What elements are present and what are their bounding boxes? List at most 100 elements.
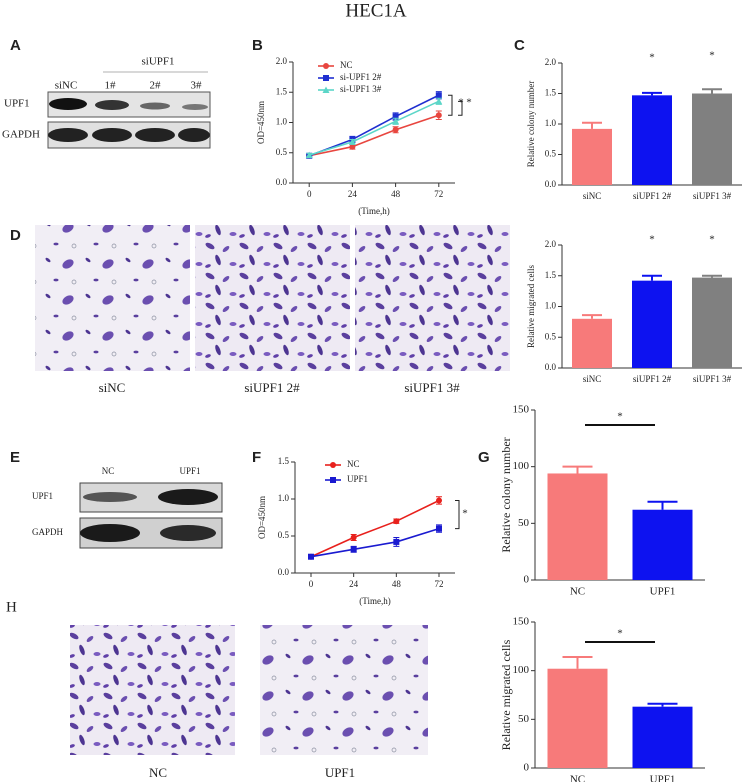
- bar: [547, 668, 608, 768]
- y-tick-label: 150: [513, 616, 530, 628]
- y-tick-label: 0: [524, 762, 530, 774]
- micrograph: [260, 625, 428, 755]
- legend-marker: [323, 63, 329, 69]
- band: [83, 492, 137, 502]
- micrograph: [35, 225, 190, 371]
- y-tick-label: 2.0: [545, 239, 557, 249]
- point: [393, 518, 400, 525]
- legend-label: NC: [340, 60, 353, 70]
- image-label: UPF1: [325, 765, 355, 780]
- y-tick-label: 0: [524, 574, 530, 586]
- image-label: siUPF1 2#: [244, 380, 300, 395]
- panel-label: H: [6, 599, 17, 615]
- error-bar: [647, 702, 678, 707]
- point: [392, 113, 399, 120]
- x-tick-label: UPF1: [650, 586, 676, 598]
- panel-label: C: [514, 37, 525, 54]
- y-tick-label: 0.5: [545, 331, 557, 341]
- x-tick-label: 24: [348, 189, 358, 199]
- micrograph: [195, 225, 350, 371]
- y-tick-label: 0.5: [276, 147, 288, 157]
- point: [348, 138, 356, 145]
- legend-marker: [323, 75, 329, 81]
- y-tick-label: 100: [513, 664, 530, 676]
- legend-label: UPF1: [347, 474, 368, 484]
- lane-label: 3#: [191, 80, 203, 92]
- bar: [632, 280, 672, 368]
- error-bar: [582, 314, 602, 319]
- x-tick-label: 72: [434, 189, 443, 199]
- y-tick-label: 50: [518, 517, 530, 529]
- lane-label: NC: [102, 466, 115, 476]
- band: [140, 102, 170, 110]
- row-label: GAPDH: [32, 527, 64, 537]
- legend-label: si-UPF1 3#: [340, 84, 382, 94]
- lane-label: 1#: [105, 80, 117, 92]
- x-tick-label: siUPF1 2#: [633, 191, 672, 201]
- y-tick-label: 150: [513, 404, 530, 416]
- error-bar: [647, 500, 678, 510]
- micrograph: [355, 225, 510, 371]
- bar: [572, 318, 612, 368]
- annotation: *: [709, 50, 715, 62]
- error-bar: [642, 91, 662, 96]
- y-tick-label: 1.0: [278, 493, 290, 503]
- y-axis-label: Relative migrated cells: [499, 639, 513, 750]
- row-label: UPF1: [32, 491, 53, 501]
- point: [392, 126, 399, 133]
- y-tick-label: 1.5: [278, 456, 290, 466]
- annotation: *: [649, 234, 655, 246]
- bar: [547, 473, 608, 580]
- annotation: *: [709, 234, 715, 246]
- bar: [572, 128, 612, 185]
- y-tick-label: 2.0: [545, 57, 557, 67]
- band: [48, 128, 88, 142]
- blot-group-label: siUPF1: [141, 56, 174, 68]
- y-tick-label: 1.0: [545, 118, 557, 128]
- y-axis-label: OD=450nm: [257, 496, 267, 539]
- lane-label: siNC: [55, 80, 78, 92]
- y-tick-label: 100: [513, 460, 530, 472]
- point: [393, 538, 400, 545]
- annotation: *: [462, 508, 468, 520]
- x-tick-label: siNC: [583, 191, 602, 201]
- y-tick-label: 1.5: [276, 86, 288, 96]
- annotation: *: [649, 52, 655, 64]
- series-line: [310, 499, 440, 558]
- bar: [632, 706, 693, 768]
- y-tick-label: 1.5: [545, 270, 557, 280]
- band: [160, 525, 216, 541]
- band: [49, 98, 87, 110]
- band: [92, 128, 132, 142]
- y-tick-label: 0.5: [278, 530, 290, 540]
- x-tick-label: siUPF1 3#: [693, 374, 732, 384]
- error-bar: [562, 656, 593, 669]
- panel-label: E: [10, 449, 20, 466]
- x-tick-label: siUPF1 2#: [633, 374, 672, 384]
- series-line: [309, 114, 440, 157]
- bar: [632, 95, 672, 185]
- x-axis-label: (Time,h): [358, 206, 389, 216]
- band: [182, 104, 208, 110]
- error-bar: [702, 274, 722, 278]
- x-tick-label: 48: [391, 189, 401, 199]
- y-tick-label: 2.0: [276, 56, 288, 66]
- series-line: [308, 100, 440, 156]
- x-tick-label: 0: [309, 579, 314, 589]
- legend-label: NC: [347, 459, 360, 469]
- x-tick-label: NC: [570, 586, 585, 598]
- annotation: *: [617, 411, 623, 423]
- significance-bracket: [455, 499, 460, 530]
- image-label: siUPF1 3#: [404, 380, 460, 395]
- legend-marker: [322, 86, 330, 93]
- y-tick-label: 0.0: [276, 177, 288, 187]
- band: [178, 128, 210, 142]
- y-tick-label: 1.0: [276, 117, 288, 127]
- x-tick-label: UPF1: [650, 774, 676, 782]
- point: [350, 534, 357, 541]
- error-bar: [642, 274, 662, 281]
- annotation: *: [458, 97, 464, 109]
- image-label: siNC: [99, 380, 126, 395]
- image-label: NC: [149, 765, 167, 780]
